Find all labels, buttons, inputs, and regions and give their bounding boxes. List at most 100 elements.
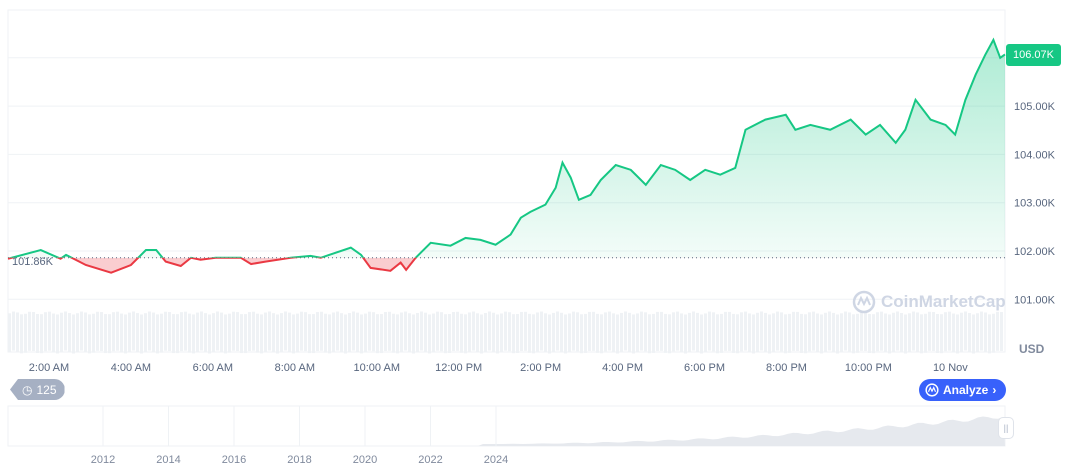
volume-bar [348,313,351,353]
navigator-tick-label: 2018 [287,454,311,466]
volume-bar [288,312,291,352]
volume-bar [144,313,147,353]
navigator-drag-handle[interactable]: || [998,417,1014,439]
x-tick-label: 8:00 AM [275,362,315,374]
volume-bar [44,312,47,352]
volume-bar [852,314,855,354]
volume-bar [916,312,919,352]
volume-bar [168,312,171,352]
volume-bar [172,314,175,354]
x-tick-label: 12:00 PM [435,362,482,374]
analyze-button[interactable]: Analyze › [919,379,1007,401]
volume-bar [156,314,159,354]
volume-bar [420,311,423,351]
volume-bar [376,314,379,354]
volume-bar [592,311,595,351]
volume-bar [24,313,27,353]
volume-bar [828,311,831,351]
volume-bar [792,311,795,351]
volume-bar [608,311,611,351]
volume-bar [396,314,399,354]
volume-bar [888,314,891,354]
volume-bar [436,311,439,351]
volume-bar [984,312,987,352]
y-tick-label: 101.00K [1014,294,1056,306]
volume-bar [380,314,383,354]
volume-bar [412,314,415,354]
volume-bar [624,311,627,351]
volume-bar [832,312,835,352]
volume-bar [268,311,271,351]
volume-bar [972,314,975,354]
analyze-icon [925,383,939,397]
volume-bar [844,311,847,351]
volume-bar [400,312,403,352]
analyze-label: Analyze [943,383,989,397]
x-tick-label: 2:00 AM [29,362,69,374]
volume-bar [340,313,343,353]
volume-bar [708,311,711,351]
volume-bar [544,313,547,353]
volume-bar [180,312,183,352]
volume-bar [128,312,131,352]
volume-bar [40,314,43,354]
volume-bar [872,314,875,354]
volume-bar [200,311,203,351]
x-tick-label: 4:00 AM [111,362,151,374]
volume-bar [648,314,651,354]
volume-bar [840,313,843,353]
volume-bar [804,314,807,354]
navigator-tick-label: 2022 [418,454,442,466]
volume-bar [860,311,863,351]
volume-bar [884,313,887,353]
volume-bar [292,314,295,354]
volume-bar [212,313,215,353]
reference-price-label: 101.86K [12,256,53,268]
volume-bar [120,313,123,353]
volume-bar [308,314,311,354]
volume-bar [264,312,267,352]
volume-bar [692,311,695,351]
volume-bar [304,312,307,352]
volume-bar [776,311,779,351]
volume-bar [572,311,575,351]
volume-bar [848,312,851,352]
volume-bar [636,313,639,353]
volume-bar [220,312,223,352]
volume-bar [320,311,323,351]
y-tick-label: 105.00K [1014,101,1056,113]
volume-bar [728,311,731,351]
volume-bar [764,312,767,352]
volume-bar [960,312,963,352]
volume-bar [484,312,487,352]
volume-bar [448,314,451,354]
volume-bar [384,312,387,352]
volume-bar [696,312,699,352]
volume-bar [28,311,31,351]
volume-bar [472,311,475,351]
volume-bar [48,311,51,351]
volume-bar [352,311,355,351]
volume-bar [996,311,999,351]
volume-bar [772,313,775,353]
volume-bar [768,314,771,354]
volume-bar [796,311,799,351]
volume-bar [456,311,459,351]
volume-bar [216,311,219,351]
volume-bar [196,312,199,352]
volume-bar [740,312,743,352]
volume-bar [552,312,555,352]
volume-bar [68,313,71,353]
volume-bar [908,313,911,353]
volume-bar [808,312,811,352]
volume-bar [8,313,11,353]
volume-bar [980,311,983,351]
volume-bar [80,311,83,351]
volume-bar [428,314,431,354]
x-tick-label: 8:00 PM [766,362,807,374]
volume-bar [228,313,231,353]
history-badge[interactable]: ◷ 125 [10,379,65,400]
volume-bar [324,313,327,353]
